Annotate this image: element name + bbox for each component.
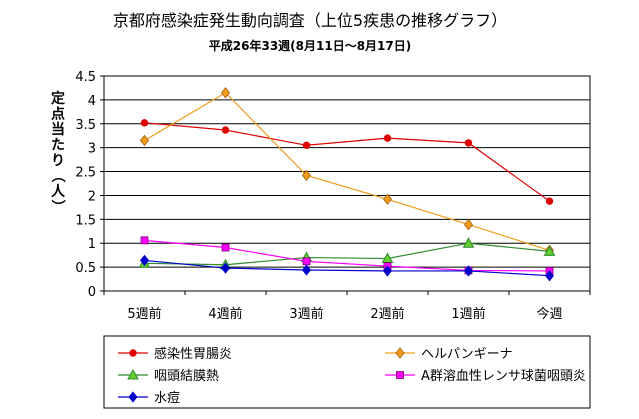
data-point bbox=[221, 126, 230, 134]
legend-swatch-marker bbox=[395, 347, 405, 359]
legend-label: 咽頭結膜熱 bbox=[154, 369, 219, 384]
legend-item: 感染性胃腸炎 bbox=[118, 346, 232, 362]
legend-swatch-marker bbox=[128, 391, 138, 403]
y-axis-label-char: た bbox=[51, 138, 65, 154]
legend-label: A群溶血性レンサ球菌咽頭炎 bbox=[421, 369, 586, 384]
y-axis-label-char: 当 bbox=[51, 121, 65, 138]
legend-label: 水痘 bbox=[154, 391, 180, 406]
y-axis-label-char: ） bbox=[49, 200, 65, 214]
legend-swatch-marker bbox=[129, 349, 137, 357]
data-point bbox=[302, 141, 311, 149]
y-axis-label-char: り bbox=[51, 153, 65, 169]
series-line bbox=[144, 91, 550, 251]
series-4 bbox=[139, 254, 555, 282]
y-axis-label-char: 点 bbox=[51, 106, 65, 123]
y-tick-labels: 0 0.5 1 1.5 2 2.5 3 3.5 4 4.5 bbox=[75, 70, 96, 300]
legend-item: 水痘 bbox=[118, 391, 180, 406]
legend-swatch-marker bbox=[127, 368, 139, 380]
legend-label: 感染性胃腸炎 bbox=[154, 346, 232, 362]
data-point bbox=[462, 237, 475, 248]
data-point bbox=[301, 169, 312, 182]
data-point bbox=[221, 243, 230, 252]
data-point bbox=[545, 197, 554, 205]
legend-item: ヘルパンギーナ bbox=[385, 347, 513, 362]
x-tick-label: 3週前 bbox=[289, 306, 323, 322]
y-tick-label: 1 bbox=[88, 237, 96, 252]
y-tick-label: 4.5 bbox=[75, 70, 96, 85]
data-point bbox=[140, 119, 149, 127]
data-point bbox=[543, 245, 556, 256]
legend-box bbox=[103, 335, 591, 409]
data-point bbox=[220, 87, 231, 99]
y-axis-label-char: （ bbox=[49, 169, 65, 183]
legend-item: A群溶血性レンサ球菌咽頭炎 bbox=[385, 369, 586, 384]
chart-subtitle: 平成26年33週(8月11日～8月17日) bbox=[209, 38, 411, 53]
y-tick-label: 2.5 bbox=[75, 166, 96, 181]
x-tick-labels: 5週前 4週前 3週前 2週前 1週前 今週 bbox=[127, 306, 562, 322]
chart-title: 京都府感染症発生動向調査（上位5疾患の推移グラフ） bbox=[113, 11, 507, 30]
x-tick-label: 5週前 bbox=[127, 306, 161, 322]
series-line bbox=[144, 242, 550, 266]
data-point bbox=[382, 265, 393, 277]
data-point bbox=[464, 139, 473, 147]
data-point bbox=[301, 264, 312, 276]
legend-label: ヘルパンギーナ bbox=[421, 347, 513, 362]
x-tick-label: 4週前 bbox=[208, 306, 242, 322]
data-point bbox=[463, 218, 474, 231]
y-tick-label: 0 bbox=[88, 285, 96, 300]
series-line bbox=[144, 239, 550, 272]
y-axis-label-char: 人 bbox=[51, 183, 66, 200]
y-tick-label: 0.5 bbox=[75, 261, 96, 276]
data-point bbox=[140, 236, 149, 245]
legend-swatch-marker bbox=[396, 371, 404, 379]
y-tick-label: 3 bbox=[88, 142, 96, 157]
x-tick-label: 2週前 bbox=[370, 306, 404, 322]
legend-item: 咽頭結膜熱 bbox=[118, 368, 219, 384]
series-line bbox=[144, 122, 550, 202]
x-tick-label: 1週前 bbox=[451, 306, 485, 322]
y-axis-label-char: 定 bbox=[51, 90, 65, 107]
x-tick-label: 今週 bbox=[536, 306, 562, 322]
data-point bbox=[220, 262, 231, 274]
series-0 bbox=[140, 119, 554, 205]
data-point bbox=[383, 134, 392, 142]
data-point bbox=[302, 257, 311, 266]
series-line bbox=[144, 259, 550, 277]
data-point bbox=[139, 134, 150, 147]
data-point bbox=[544, 270, 555, 282]
y-tick-label: 1.5 bbox=[75, 213, 96, 228]
data-point bbox=[463, 265, 474, 277]
y-tick-label: 3.5 bbox=[75, 118, 96, 133]
grid-lines bbox=[100, 75, 591, 295]
y-tick-label: 2 bbox=[88, 189, 96, 204]
data-point bbox=[139, 254, 150, 267]
plot-area bbox=[103, 75, 591, 292]
data-point bbox=[382, 193, 393, 205]
y-tick-label: 4 bbox=[88, 94, 96, 109]
series-group bbox=[138, 87, 556, 282]
